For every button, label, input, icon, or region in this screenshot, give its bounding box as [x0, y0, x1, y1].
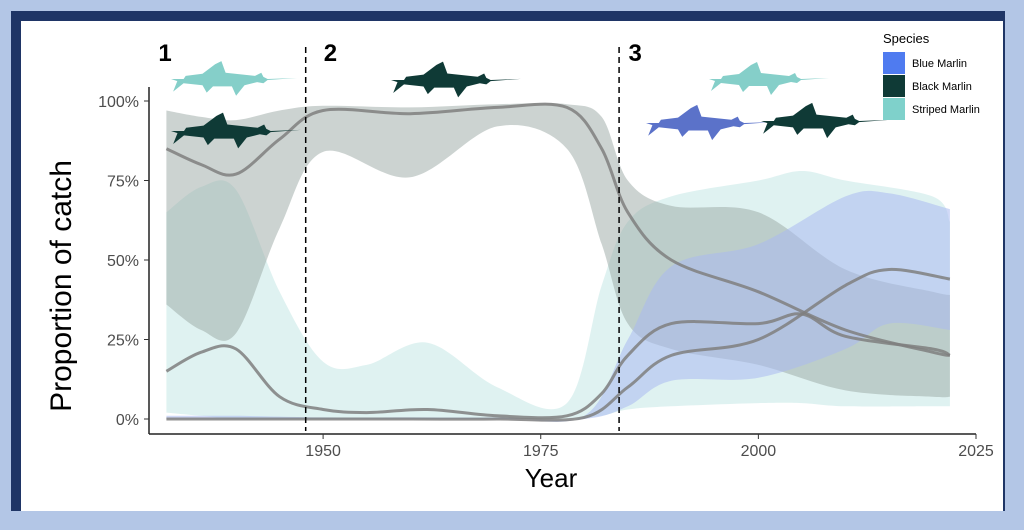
period-breaks — [304, 47, 620, 431]
y-axis-ticks: 0% 25% 50% 75% 100% — [98, 94, 149, 429]
period-label: 1 — [158, 40, 171, 67]
legend-swatch — [883, 98, 905, 120]
x-tick-label: 1975 — [523, 443, 559, 460]
mean-line-striped-marlin — [165, 312, 951, 420]
legend-swatch — [883, 52, 905, 74]
y-tick-label: 75% — [107, 174, 139, 191]
marlin-catch-chart: 1950 1975 2000 2025 0% 25% 50% 75% 100% Year Pr… — [21, 21, 1003, 511]
period-labels: 1 2 3 — [158, 40, 641, 67]
mean-line-blue-marlin — [166, 267, 951, 422]
period-label: 2 — [324, 40, 337, 67]
y-tick-label: 50% — [107, 253, 139, 270]
y-axis-title: Proportion of catch — [45, 160, 78, 412]
x-tick-label: 1950 — [305, 443, 341, 460]
x-axis-title: Year — [525, 463, 578, 493]
band-blue-marlin — [166, 190, 950, 422]
legend-entry: Striped Marlin — [912, 104, 980, 116]
x-tick-label: 2000 — [741, 443, 777, 460]
period-label: 3 — [628, 40, 641, 67]
mean-line-black-marlin — [165, 102, 951, 357]
y-tick-label: 100% — [98, 94, 139, 111]
y-tick-label: 25% — [107, 333, 139, 350]
legend-entry: Blue Marlin — [912, 58, 967, 70]
mean-lines — [165, 102, 951, 422]
x-axis-ticks: 1950 1975 2000 2025 — [305, 434, 994, 460]
x-tick-label: 2025 — [958, 443, 994, 460]
legend-swatch — [883, 75, 905, 97]
legend-title: Species — [883, 31, 930, 46]
y-tick-label: 0% — [116, 412, 139, 429]
legend: Species Blue Marlin Black Marlin Striped M… — [883, 31, 980, 120]
legend-entry: Black Marlin — [912, 81, 972, 93]
